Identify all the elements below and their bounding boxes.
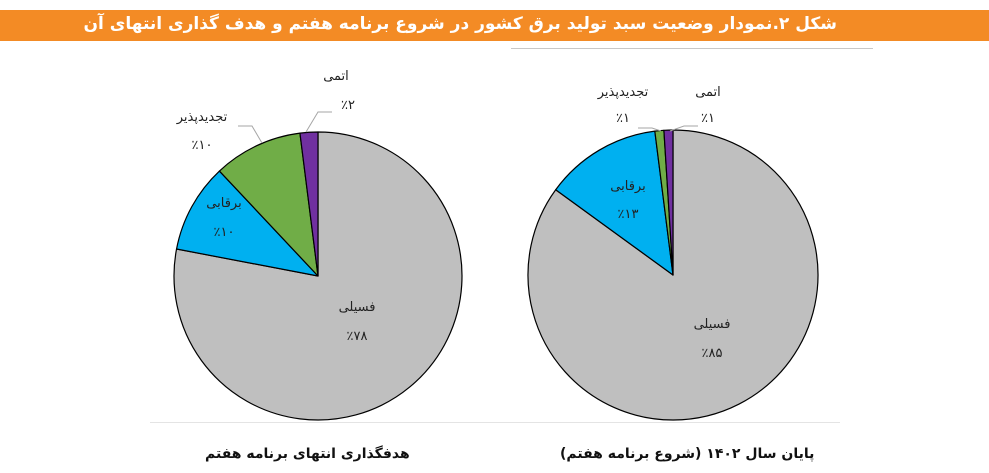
- label-nuclear-name: اتمی: [323, 69, 349, 84]
- label-nuclear-value: ٪۱: [701, 111, 715, 126]
- bottom-divider: [150, 422, 840, 423]
- label-fossil-name: فسیلی: [339, 300, 376, 315]
- slice-hydro: [175, 170, 319, 277]
- top-divider: [511, 48, 873, 49]
- leader-line-nuclear: [305, 111, 332, 133]
- leader-line-renewable: [238, 125, 263, 144]
- pie-chart-target: [173, 131, 463, 421]
- label-hydro-name: برقابی: [610, 179, 645, 194]
- slice-nuclear: [299, 131, 319, 277]
- caption-target: هدفگذاری انتهای برنامه هفتم: [205, 446, 410, 462]
- leader-line-nuclear: [669, 125, 698, 132]
- pie-right-labels: اتمی ٪۱ تجدیدپذیر ٪۱ برقابی ٪۱۳ فسیلی ٪۸…: [597, 85, 731, 361]
- label-nuclear-value: ٪۲: [341, 98, 355, 113]
- label-hydro-name: برقابی: [206, 196, 241, 211]
- label-renewable-value: ٪۱: [616, 111, 630, 126]
- caption-baseline: پایان سال ۱۴۰۲ (شروع برنامه هفتم): [560, 446, 815, 462]
- label-renewable-value: ٪۱۰: [192, 138, 213, 153]
- label-hydro-value: ٪۱۰: [214, 225, 235, 240]
- pie-chart-baseline: [527, 129, 819, 421]
- label-hydro-value: ٪۱۳: [618, 207, 639, 222]
- slice-renewable: [218, 132, 319, 277]
- label-renewable-name: تجدیدپذیر: [176, 110, 228, 125]
- slice-hydro: [555, 130, 674, 276]
- label-renewable-name: تجدیدپذیر: [597, 85, 649, 100]
- leader-line-renewable: [638, 127, 662, 132]
- label-fossil-value: ٪۷۸: [347, 329, 368, 344]
- figure-title: شکل ۲.نمودار وضعیت سبد تولید برق کشور در…: [83, 14, 838, 34]
- label-fossil-value: ٪۸۵: [702, 346, 723, 361]
- label-nuclear-name: اتمی: [695, 85, 721, 100]
- pie-left-labels: اتمی ٪۲ تجدیدپذیر ٪۱۰ برقابی ٪۱۰ فسیلی ٪…: [176, 69, 376, 344]
- figure-title-banner: شکل ۲.نمودار وضعیت سبد تولید برق کشور در…: [0, 10, 989, 41]
- label-fossil-name: فسیلی: [694, 317, 731, 332]
